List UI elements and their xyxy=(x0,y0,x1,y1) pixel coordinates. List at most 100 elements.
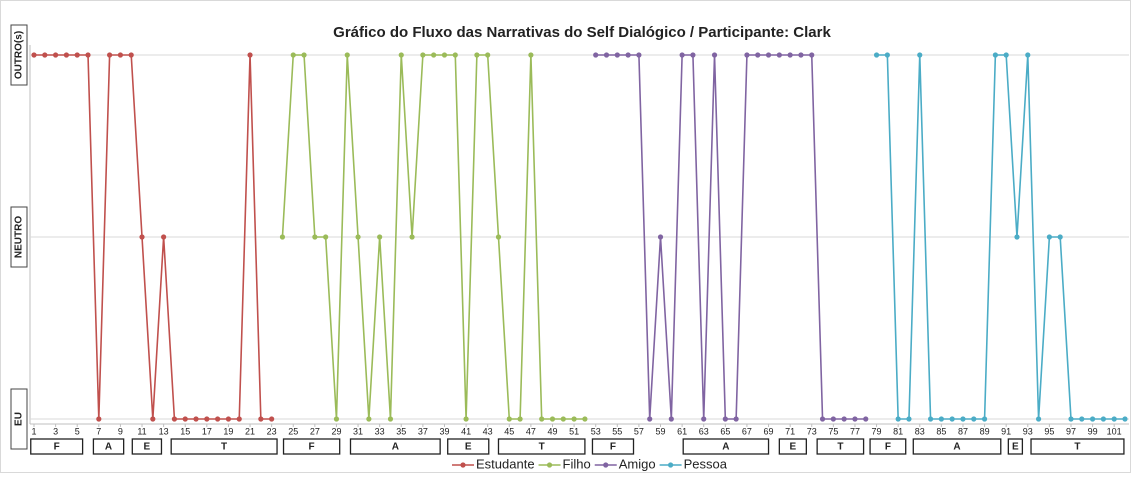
data-point xyxy=(960,416,966,422)
legend-marker xyxy=(460,462,466,468)
data-point xyxy=(301,52,307,58)
x-tick-label: 35 xyxy=(396,426,406,436)
legend-label: Pessoa xyxy=(684,456,728,471)
data-point xyxy=(927,416,934,422)
data-point xyxy=(614,52,620,58)
x-tick-label: 31 xyxy=(353,426,363,436)
x-tick-label: 15 xyxy=(180,426,190,436)
data-point xyxy=(53,52,59,58)
x-tick-label: 83 xyxy=(915,426,925,436)
y-label-box xyxy=(10,206,28,268)
data-point xyxy=(852,416,858,422)
data-point xyxy=(463,416,469,422)
x-tick-label: 3 xyxy=(53,426,58,436)
data-point xyxy=(711,52,718,58)
x-tick-label: 51 xyxy=(569,426,579,436)
segment-box xyxy=(30,438,84,455)
x-tick-label: 101 xyxy=(1107,426,1122,436)
data-point xyxy=(441,52,448,58)
data-point xyxy=(971,416,977,422)
segment-box xyxy=(447,438,490,455)
data-point xyxy=(323,234,329,240)
x-tick-label: 39 xyxy=(439,426,449,436)
data-point xyxy=(603,52,610,58)
data-point xyxy=(755,52,761,58)
x-tick-label: 81 xyxy=(893,426,903,436)
data-point xyxy=(452,52,458,58)
y-label-box xyxy=(10,24,28,86)
data-point xyxy=(593,52,599,58)
data-point xyxy=(225,416,232,422)
x-tick-label: 23 xyxy=(267,426,277,436)
x-tick-label: 67 xyxy=(742,426,752,436)
legend-label: Filho xyxy=(563,456,591,471)
segment-box xyxy=(591,438,635,455)
data-point xyxy=(873,52,880,58)
data-point xyxy=(161,234,167,240)
data-point xyxy=(420,52,426,58)
data-point xyxy=(269,416,275,422)
segment-label: F xyxy=(885,442,891,453)
data-point xyxy=(1035,416,1042,422)
data-point xyxy=(139,234,145,240)
data-point xyxy=(74,52,80,58)
data-point xyxy=(668,416,674,422)
data-point xyxy=(42,52,48,58)
segment-box xyxy=(682,438,770,455)
segment-box xyxy=(869,438,907,455)
data-point xyxy=(679,52,685,58)
data-point xyxy=(333,416,340,422)
data-point xyxy=(1100,416,1106,422)
data-point xyxy=(1046,234,1052,240)
segment-label: A xyxy=(105,442,112,453)
data-point xyxy=(431,52,437,58)
data-point xyxy=(1068,416,1074,422)
y-label-box xyxy=(10,388,28,450)
data-point xyxy=(884,52,890,58)
legend-label: Estudante xyxy=(476,456,535,471)
x-tick-label: 17 xyxy=(202,426,212,436)
data-point xyxy=(938,416,944,422)
segment-box xyxy=(1007,438,1024,455)
data-point xyxy=(992,52,998,58)
data-point xyxy=(582,416,588,422)
segment-box xyxy=(92,438,125,455)
data-point xyxy=(312,234,318,240)
x-tick-label: 89 xyxy=(980,426,990,436)
data-point xyxy=(193,416,199,422)
segment-label: T xyxy=(221,442,227,453)
data-point xyxy=(204,416,210,422)
data-point xyxy=(830,416,836,422)
segment-label: E xyxy=(790,442,797,453)
data-point xyxy=(128,52,134,58)
data-point xyxy=(1014,234,1020,240)
x-tick-label: 43 xyxy=(483,426,493,436)
data-point xyxy=(841,416,847,422)
x-tick-label: 97 xyxy=(1066,426,1076,436)
data-point xyxy=(744,52,750,58)
x-tick-label: 65 xyxy=(720,426,730,436)
segment-label: A xyxy=(953,442,960,453)
y-tick-label: OUTRO(s) xyxy=(14,31,25,79)
x-tick-label: 87 xyxy=(958,426,968,436)
segment-box xyxy=(778,438,807,455)
segment-label: T xyxy=(837,442,843,453)
x-tick-label: 9 xyxy=(118,426,123,436)
data-point xyxy=(981,416,988,422)
x-tick-label: 79 xyxy=(872,426,882,436)
data-point xyxy=(485,52,491,58)
x-tick-label: 93 xyxy=(1023,426,1033,436)
x-tick-label: 13 xyxy=(159,426,169,436)
segment-label: A xyxy=(392,442,399,453)
x-tick-label: 91 xyxy=(1001,426,1011,436)
data-point xyxy=(1025,52,1031,58)
segment-box xyxy=(131,438,163,455)
data-point xyxy=(1122,416,1128,422)
segment-label: E xyxy=(1012,442,1019,453)
x-tick-label: 25 xyxy=(288,426,298,436)
data-point xyxy=(1003,52,1009,58)
data-point xyxy=(409,234,415,240)
x-tick-label: 27 xyxy=(310,426,320,436)
data-point xyxy=(236,416,242,422)
